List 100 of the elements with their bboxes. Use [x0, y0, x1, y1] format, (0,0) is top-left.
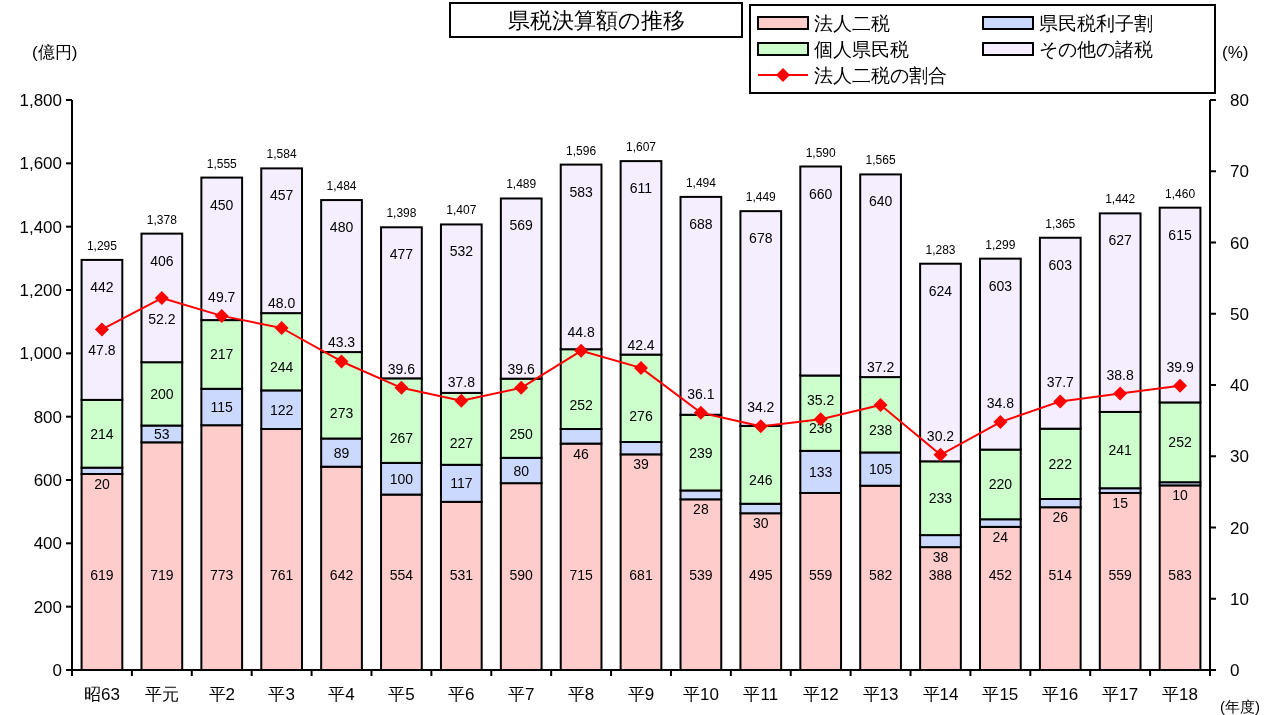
- data-label: 48.0: [268, 295, 296, 312]
- data-label: 477: [389, 246, 414, 263]
- data-label: 267: [389, 429, 414, 446]
- point: [933, 447, 948, 462]
- data-label: 450: [210, 196, 234, 213]
- data-label: 688: [689, 215, 713, 232]
- x-tick-label: 平11: [743, 685, 779, 704]
- point: [154, 291, 169, 306]
- data-label: 214: [90, 425, 114, 442]
- data-label: 117: [450, 475, 473, 492]
- data-label: 406: [150, 252, 174, 269]
- total-label: 1,398: [386, 206, 417, 221]
- x-tick-label: 平5: [388, 685, 415, 704]
- x-tick-label: 平12: [802, 685, 839, 704]
- data-label: 660: [809, 185, 833, 202]
- x-tick-label: 平16: [1042, 685, 1079, 704]
- data-label: 44.8: [567, 323, 595, 340]
- point: [274, 321, 289, 335]
- x-tick-label: 平17: [1102, 685, 1139, 704]
- data-label: 37.7: [1046, 374, 1075, 391]
- point: [334, 354, 349, 369]
- data-label: 569: [509, 217, 534, 234]
- data-label: 133: [809, 463, 833, 480]
- total-label: 1,590: [805, 145, 837, 160]
- data-label: 452: [988, 567, 1013, 583]
- data-label: 35.2: [807, 392, 835, 409]
- y2-tick-label: 10: [1230, 589, 1249, 609]
- data-label: 200: [150, 385, 174, 402]
- data-label: 30.2: [926, 427, 955, 444]
- y-tick-label: 0: [52, 661, 62, 680]
- data-label: 49.7: [208, 288, 236, 305]
- y-axis-title: (億円): [32, 43, 78, 62]
- data-label: 80: [513, 462, 530, 479]
- x-tick-label: 平8: [567, 685, 595, 704]
- data-label: 246: [749, 472, 773, 489]
- data-label: 30: [753, 515, 769, 532]
- data-label: 480: [329, 219, 354, 236]
- y2-tick-label: 40: [1230, 376, 1249, 395]
- total-label: 1,295: [86, 238, 118, 253]
- data-label: 238: [868, 421, 893, 438]
- data-label: 388: [928, 567, 953, 583]
- data-label: 122: [269, 401, 294, 418]
- y-tick-label: 600: [33, 471, 62, 490]
- total-label: 1,484: [326, 179, 357, 194]
- data-label: 583: [569, 183, 593, 200]
- y2-tick-label: 70: [1230, 162, 1249, 182]
- data-label: 39.9: [1166, 358, 1194, 375]
- total-label: 1,596: [566, 143, 597, 158]
- x-tick-label: 平2: [208, 685, 235, 704]
- data-label: 46: [573, 445, 590, 462]
- total-label: 1,565: [865, 153, 896, 168]
- data-label: 532: [449, 243, 474, 260]
- data-label: 715: [569, 567, 593, 583]
- total-label: 1,460: [1165, 186, 1196, 201]
- data-label: 442: [90, 278, 114, 295]
- y2-tick-label: 20: [1230, 518, 1249, 538]
- legend-label: 法人二税: [814, 13, 890, 34]
- x-tick-label: 昭63: [83, 685, 120, 704]
- total-label: 1,607: [625, 140, 657, 155]
- data-label: 678: [749, 230, 773, 247]
- total-label: 1,555: [206, 156, 238, 171]
- data-label: 583: [1168, 567, 1192, 583]
- data-label: 239: [689, 444, 713, 461]
- point: [693, 405, 708, 420]
- data-label: 37.2: [866, 359, 895, 376]
- point: [514, 380, 529, 395]
- total-label: 1,283: [925, 242, 956, 257]
- data-label: 250: [509, 426, 534, 443]
- data-label: 38: [932, 549, 949, 566]
- data-label: 89: [333, 444, 350, 461]
- y2-tick-label: 60: [1230, 233, 1249, 253]
- data-label: 39.6: [507, 360, 536, 377]
- data-label: 39: [633, 456, 649, 473]
- data-label: 611: [629, 180, 653, 197]
- point: [1173, 378, 1188, 393]
- x-tick-label: 平15: [982, 685, 1019, 704]
- x-tick-label: 平14: [922, 685, 959, 704]
- data-label: 252: [569, 397, 593, 414]
- x-tick-label: 平3: [268, 685, 295, 704]
- x-tick-label: 平7: [507, 685, 535, 704]
- x-tick-label: 平9: [627, 685, 655, 704]
- data-label: 105: [868, 461, 893, 478]
- data-label: 38.8: [1106, 366, 1134, 383]
- data-label: 495: [749, 567, 773, 583]
- data-label: 15: [1112, 494, 1129, 511]
- x-tick-label: 平元: [144, 685, 179, 704]
- total-label: 1,442: [1105, 192, 1136, 207]
- data-label: 42.4: [627, 336, 655, 353]
- x-tick-label: 平10: [682, 685, 719, 704]
- data-label: 26: [1052, 509, 1069, 526]
- point: [873, 397, 888, 412]
- data-label: 559: [809, 567, 833, 583]
- total-label: 1,407: [446, 203, 477, 218]
- point: [753, 419, 768, 434]
- x-tick-label: 平13: [862, 685, 899, 704]
- data-label: 24: [992, 528, 1009, 545]
- data-label: 582: [868, 567, 893, 583]
- data-label: 761: [269, 567, 294, 583]
- legend-label: その他の諸税: [1039, 39, 1153, 60]
- data-label: 53: [154, 425, 170, 442]
